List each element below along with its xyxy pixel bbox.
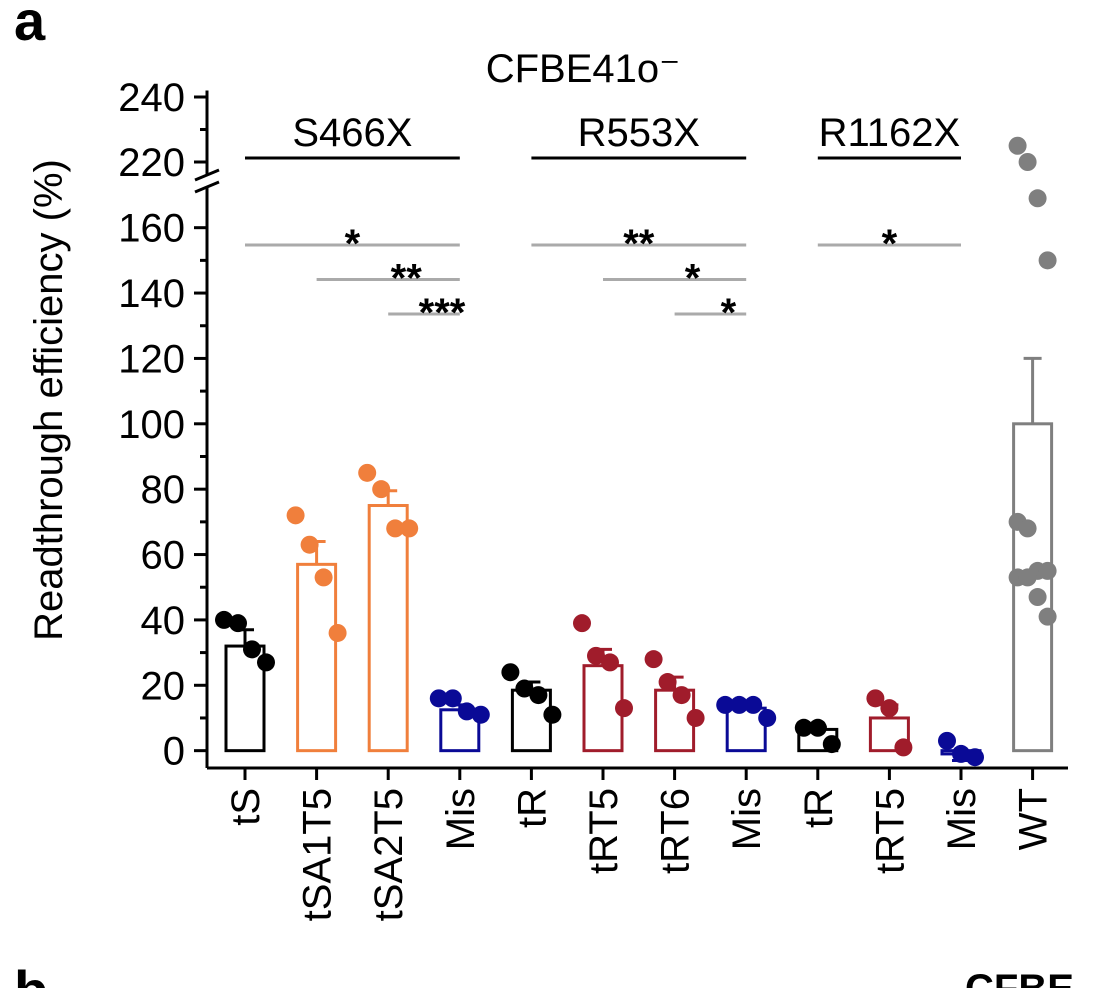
data-point [286,506,305,525]
significance-label: * [882,222,898,266]
data-point [644,650,663,669]
y-tick-label: 140 [118,272,185,316]
data-point [808,718,827,737]
data-point [372,480,391,499]
next-panel-title: CFBE [965,967,1074,988]
data-point [358,463,377,482]
chart-title: CFBE41o⁻ [486,47,681,91]
data-point [672,686,691,705]
data-point [730,695,749,714]
x-tick-label: tS [224,788,268,826]
significance-label: ** [391,257,423,301]
data-point [1018,568,1037,587]
bar [367,504,409,753]
x-tick-label: tSA1T5 [296,788,340,921]
group-label: S466X [292,111,412,155]
data-point [328,623,347,642]
significance-label: * [721,291,737,335]
data-point [1008,136,1027,155]
axis-break [194,168,220,182]
data-point [686,708,705,727]
group-label: R553X [578,111,700,155]
y-tick-label: 40 [141,599,186,643]
data-point [794,718,813,737]
x-tick-label: WT [1012,788,1056,850]
data-point [587,646,605,665]
data-point [314,568,333,587]
x-tick-label: tRT6 [654,788,698,874]
data-point [400,519,419,538]
data-point [866,689,885,708]
data-point [1018,153,1037,171]
data-point [543,705,562,724]
data-point [952,744,970,763]
data-point [1018,519,1037,538]
x-tick-label: tR [510,788,554,828]
data-point [1038,561,1057,580]
data-point [744,695,763,714]
data-point [716,695,735,714]
x-tick-label: tSA2T5 [367,788,411,921]
x-tick-label: Mis [439,788,483,850]
y-tick-label: 100 [118,403,185,447]
y-tick-label: 160 [118,207,185,251]
significance-label: *** [419,291,466,335]
data-point [471,705,490,724]
data-point [386,519,405,538]
data-point [966,748,984,767]
group-label: R1162X [819,111,961,155]
data-point [215,610,233,629]
data-point [615,699,633,718]
y-tick-label: 120 [118,337,185,381]
data-point [229,614,247,633]
y-tick-label: 60 [141,534,186,578]
data-point [1038,607,1057,626]
data-point [938,731,956,750]
data-point [501,663,520,682]
data-point [300,535,319,554]
data-point [243,640,261,659]
data-point [457,702,476,721]
data-point [529,686,548,705]
x-tick-label: tR [797,788,841,828]
x-tick-label: Mis [725,788,769,850]
y-tick-label: 20 [141,664,186,708]
significance-label: ** [623,222,655,266]
data-point [601,653,619,672]
axis-break [194,180,220,194]
data-point [1028,189,1047,208]
data-point [257,653,275,672]
x-tick-label: Mis [940,788,984,850]
data-point [758,708,777,727]
data-point [658,673,677,692]
y-axis-label: Readthrough efficiency (%) [27,159,71,641]
data-point [573,614,591,633]
panel-label: a [14,0,46,52]
bar [296,562,338,753]
y-tick-label: 80 [141,468,186,512]
data-point [880,699,899,718]
y-tick-label: 240 [118,76,185,120]
data-point [443,689,462,708]
significance-label: * [685,257,701,301]
data-point [894,738,913,757]
data-point [429,689,448,708]
data-point [515,679,534,698]
y-tick-label: 220 [118,141,185,185]
significance-label: * [345,222,361,266]
x-tick-label: tRT5 [582,788,626,874]
y-tick-label: 0 [163,730,185,774]
data-point [1028,588,1047,607]
x-tick-label: tRT5 [868,788,912,874]
next-panel-label: b [14,959,48,988]
data-point [822,735,841,754]
bar [1012,422,1054,753]
data-point [1038,251,1057,270]
